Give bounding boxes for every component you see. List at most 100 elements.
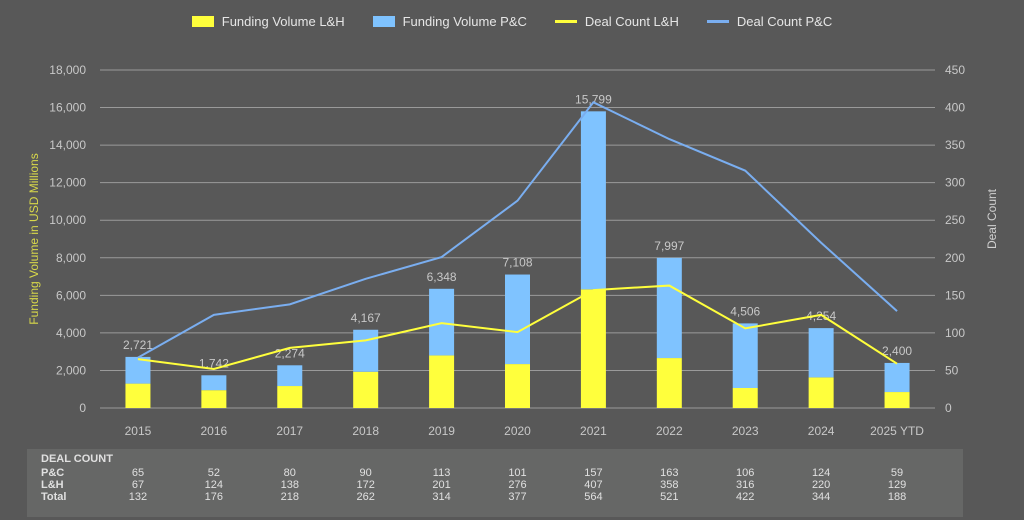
y2-tick-label: 0 — [945, 401, 952, 415]
table-cell: 377 — [508, 491, 527, 503]
x-tick-label: 2020 — [504, 424, 531, 438]
x-tick-label: 2023 — [732, 424, 759, 438]
bar-funding-lh — [505, 364, 530, 408]
y2-tick-label: 100 — [945, 326, 965, 340]
x-tick-label: 2021 — [580, 424, 607, 438]
bar-funding-pc — [125, 356, 151, 384]
y-tick-label: 0 — [79, 401, 86, 415]
table-title: DEAL COUNT — [41, 453, 113, 465]
table-cell: 316 — [736, 479, 755, 491]
table-cell: 106 — [736, 467, 755, 479]
y2-axis-label: Deal Count — [985, 188, 999, 249]
table-cell: 172 — [356, 479, 375, 491]
y-tick-label: 2,000 — [56, 363, 86, 377]
table-cell: 407 — [584, 479, 603, 491]
bar-funding-pc — [732, 323, 758, 389]
legend-swatch — [372, 16, 395, 27]
y2-tick-label: 200 — [945, 251, 965, 265]
x-tick-label: 2017 — [276, 424, 303, 438]
y-axis-label: Funding Volume in USD Millions — [27, 153, 41, 324]
table-cell: 80 — [283, 467, 296, 479]
x-tick-label: 2018 — [352, 424, 379, 438]
bar-funding-lh — [808, 377, 834, 408]
bar-total-label: 4,506 — [730, 304, 760, 318]
table-cell: 314 — [432, 491, 451, 503]
x-tick-label: 2015 — [125, 424, 152, 438]
y-tick-label: 4,000 — [56, 326, 86, 340]
bar-funding-pc — [580, 111, 606, 290]
bar-total-label: 2,400 — [882, 344, 912, 358]
legend-label: Deal Count P&C — [736, 14, 833, 29]
bar-funding-pc — [808, 328, 834, 378]
legend-label: Funding Volume P&C — [402, 14, 527, 29]
table-cell: 124 — [811, 467, 831, 479]
table-cell: 157 — [584, 467, 603, 479]
table-cell: 113 — [432, 467, 451, 479]
y-tick-label: 14,000 — [49, 138, 86, 152]
table-cell: 138 — [280, 479, 299, 491]
table-cell: 90 — [359, 467, 372, 479]
y2-tick-label: 250 — [945, 213, 965, 227]
legend-item-deal-lh: Deal Count L&H — [554, 14, 679, 29]
x-tick-label: 2024 — [808, 424, 835, 438]
y-tick-label: 8,000 — [56, 251, 86, 265]
y-tick-label: 10,000 — [49, 213, 86, 227]
table-row-label: Total — [41, 491, 67, 503]
y-tick-label: 6,000 — [56, 288, 86, 302]
table-cell: 132 — [128, 491, 148, 503]
x-tick-label: 2019 — [428, 424, 455, 438]
bar-funding-lh — [429, 355, 455, 408]
legend-swatch — [706, 20, 729, 23]
bar-funding-pc — [429, 288, 455, 356]
y2-tick-label: 150 — [945, 288, 965, 302]
legend-swatch — [191, 16, 214, 27]
bar-total-label: 15,799 — [575, 92, 612, 106]
table-cell: 65 — [131, 467, 145, 479]
chart: 0 2,000 4,000 6,000 8,000 10,000 12,000 14,000 1… — [27, 63, 999, 438]
table-row-label: P&C — [41, 467, 65, 479]
bar-funding-lh — [201, 390, 227, 408]
table-cell: 163 — [660, 467, 679, 479]
bar-funding-lh — [884, 392, 910, 408]
legend-swatch — [554, 20, 577, 23]
bar-funding-pc — [505, 274, 530, 365]
bar-total-label: 4,167 — [351, 311, 381, 325]
legend-item-funding-lh: Funding Volume L&H — [191, 14, 345, 29]
bar-funding-pc — [353, 329, 379, 372]
x-tick-label: 2016 — [201, 424, 228, 438]
y-tick-label: 16,000 — [49, 101, 86, 115]
legend: Funding Volume L&H Funding Volume P&C De… — [0, 14, 1024, 29]
bar-funding-lh — [732, 388, 758, 408]
table-cell: 201 — [432, 479, 451, 491]
bar-total-label: 2,721 — [123, 338, 153, 352]
bar-funding-pc — [201, 375, 227, 391]
table-cell: 564 — [584, 491, 603, 503]
bar-total-label: 7,108 — [502, 256, 532, 270]
bar-funding-pc — [656, 257, 682, 359]
legend-item-deal-pc: Deal Count P&C — [706, 14, 833, 29]
table-cell: 101 — [508, 467, 527, 479]
bar-funding-lh — [353, 371, 379, 408]
table-cell: 52 — [207, 467, 220, 479]
table-cell: 59 — [890, 467, 904, 479]
table-cell: 344 — [811, 491, 831, 503]
table-cell: 67 — [131, 479, 145, 491]
legend-label: Deal Count L&H — [584, 14, 679, 29]
table-cell: 176 — [204, 491, 224, 503]
table-cell: 262 — [356, 491, 375, 503]
table-cell: 188 — [887, 491, 907, 503]
legend-label: Funding Volume L&H — [221, 14, 345, 29]
y2-tick-label: 300 — [945, 176, 965, 190]
bar-funding-pc — [884, 362, 910, 393]
table-cell: 218 — [280, 491, 299, 503]
table-cell: 220 — [811, 479, 831, 491]
table-cell: 422 — [736, 491, 755, 503]
table-row-label: L&H — [41, 479, 64, 491]
bar-funding-lh — [125, 383, 151, 408]
y-tick-label: 12,000 — [49, 176, 86, 190]
y2-tick-label: 350 — [945, 138, 965, 152]
y-tick-label: 18,000 — [49, 63, 86, 77]
y2-tick-label: 450 — [945, 63, 965, 77]
bar-total-label: 7,997 — [654, 239, 684, 253]
x-tick-label: 2025 YTD — [870, 424, 924, 438]
